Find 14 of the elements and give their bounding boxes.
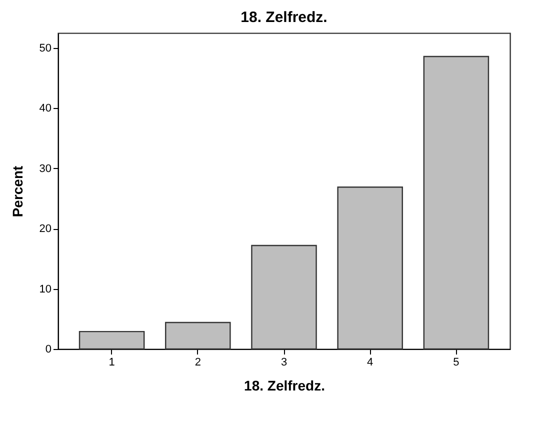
x-tick-label: 4 <box>367 356 374 368</box>
y-tick-label: 50 <box>39 42 52 55</box>
y-tick-label: 30 <box>39 162 52 175</box>
y-tick-label: 10 <box>39 283 52 296</box>
y-tick-label: 40 <box>39 102 52 115</box>
x-tick-label: 5 <box>453 356 460 368</box>
x-tick-label: 1 <box>108 356 115 368</box>
y-tick-label: 0 <box>45 344 52 356</box>
chart-title: 18. Zelfredz. <box>240 9 328 26</box>
y-axis-title: Percent <box>9 165 26 218</box>
x-axis-title: 18. Zelfredz. <box>244 378 325 394</box>
x-tick-label: 3 <box>280 356 288 368</box>
y-tick-label: 20 <box>39 223 52 236</box>
x-tick-label: 2 <box>194 356 201 368</box>
